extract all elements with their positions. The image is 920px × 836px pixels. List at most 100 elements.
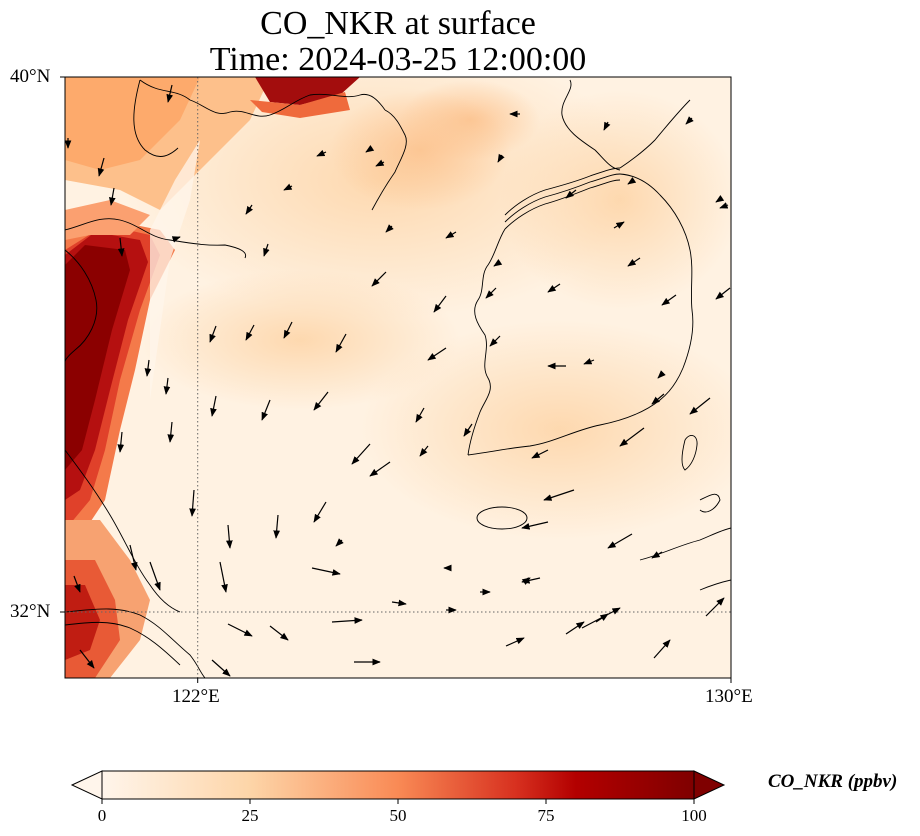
wind-arrow [613,221,625,229]
concentration-field [65,77,731,678]
wind-arrow [653,639,671,659]
wind-arrow [316,149,327,157]
wind-arrow [493,259,503,267]
wind-arrow [209,325,217,343]
wind-arrow [227,623,253,637]
wind-arrow [415,407,425,423]
lon-tick-label: 122°E [172,686,220,707]
wind-arrow [607,533,633,549]
wind-arrow [419,445,429,457]
wind-arrow [166,84,174,103]
wind-arrow [547,283,561,293]
wind-arrow [565,621,585,635]
colorbar-tick-label: 75 [537,806,555,825]
wind-arrow [219,561,228,593]
wind-arrow [261,399,271,421]
wind-arrow [375,159,385,167]
wind-arrow [210,395,217,417]
wind-arrow [269,625,289,641]
wind-arrow [689,397,711,415]
wind-arrow [117,431,125,453]
wind-arrow [657,370,666,379]
colorbar-title: CO_NKR (ppbv) [768,771,898,792]
wind-arrow [719,202,729,209]
wind-arrow [225,524,233,549]
wind-arrow [283,183,293,191]
wind-arrow [149,561,161,591]
wind-arrow [661,294,677,306]
wind-vectors [65,84,731,677]
colorbar-tick-label: 100 [681,806,707,825]
lat-tick-label: 40°N [10,66,51,87]
wind-arrow [144,359,152,377]
wind-arrow [521,521,549,530]
wind-arrow [313,391,329,411]
map-frame [64,76,732,679]
wind-arrow [109,187,116,206]
wind-arrow [521,577,541,584]
wind-arrow [685,116,694,125]
wind-arrow [651,551,663,559]
wind-arrow [351,443,371,465]
wind-arrow [497,153,505,163]
wind-arrow [371,271,387,287]
wind-arrow [335,538,344,547]
wind-arrow [335,333,347,353]
wind-arrow [705,597,725,617]
gridlines [65,77,731,678]
wind-arrow [565,189,577,199]
wind-arrow [283,321,293,339]
colorbar-gradient [102,771,694,799]
wind-arrow [245,204,253,215]
wind-arrow [97,157,105,177]
wind-arrow [189,489,196,517]
wind-arrow [117,237,125,257]
wind-arrow [171,236,181,243]
wind-arrow [273,514,281,539]
wind-arrow [627,257,641,267]
wind-arrow [445,231,457,239]
wind-arrow [531,449,549,459]
colorbar-extend-max [693,770,726,800]
lat-tick-label: 32°N [10,601,51,622]
wind-arrow [505,637,525,647]
wind-arrow [263,243,270,257]
colorbar-tick-label: 50 [389,806,407,825]
map-title: CO_NKR at surface [260,5,536,42]
wind-arrow [489,335,501,347]
wind-arrow [79,649,95,669]
wind-arrow [715,287,731,300]
wind-arrow [715,195,725,203]
map-time-subtitle: Time: 2024-03-25 12:00:00 [209,41,587,78]
wind-arrow [313,501,327,523]
lon-tick-label: 130°E [705,686,753,707]
wind-arrow [627,177,637,185]
wind-arrow [245,324,255,341]
wind-arrow [167,421,175,443]
wind-arrow [391,599,407,607]
wind-arrow [211,659,231,677]
colorbar [70,770,726,804]
wind-arrow [651,393,665,405]
wind-arrow [595,613,609,623]
colorbar-extend-min [70,770,103,800]
wind-arrow [543,489,575,501]
colorbar-tick-label: 25 [241,806,259,825]
wind-arrow [385,224,394,233]
wind-arrow [73,575,81,593]
wind-arrow [129,544,138,571]
wind-arrow [311,567,341,576]
colorbar-tick-label: 0 [97,806,107,825]
wind-arrow [427,347,447,361]
axis-ticks [60,76,732,683]
wind-arrow [485,287,497,299]
wind-arrow [365,145,375,153]
wind-arrow [463,423,473,437]
wind-arrow [331,617,363,624]
wind-arrow [433,295,447,313]
wind-arrow [619,427,645,447]
wind-arrow [369,461,391,477]
wind-arrow [583,358,595,365]
wind-arrow [163,377,171,395]
